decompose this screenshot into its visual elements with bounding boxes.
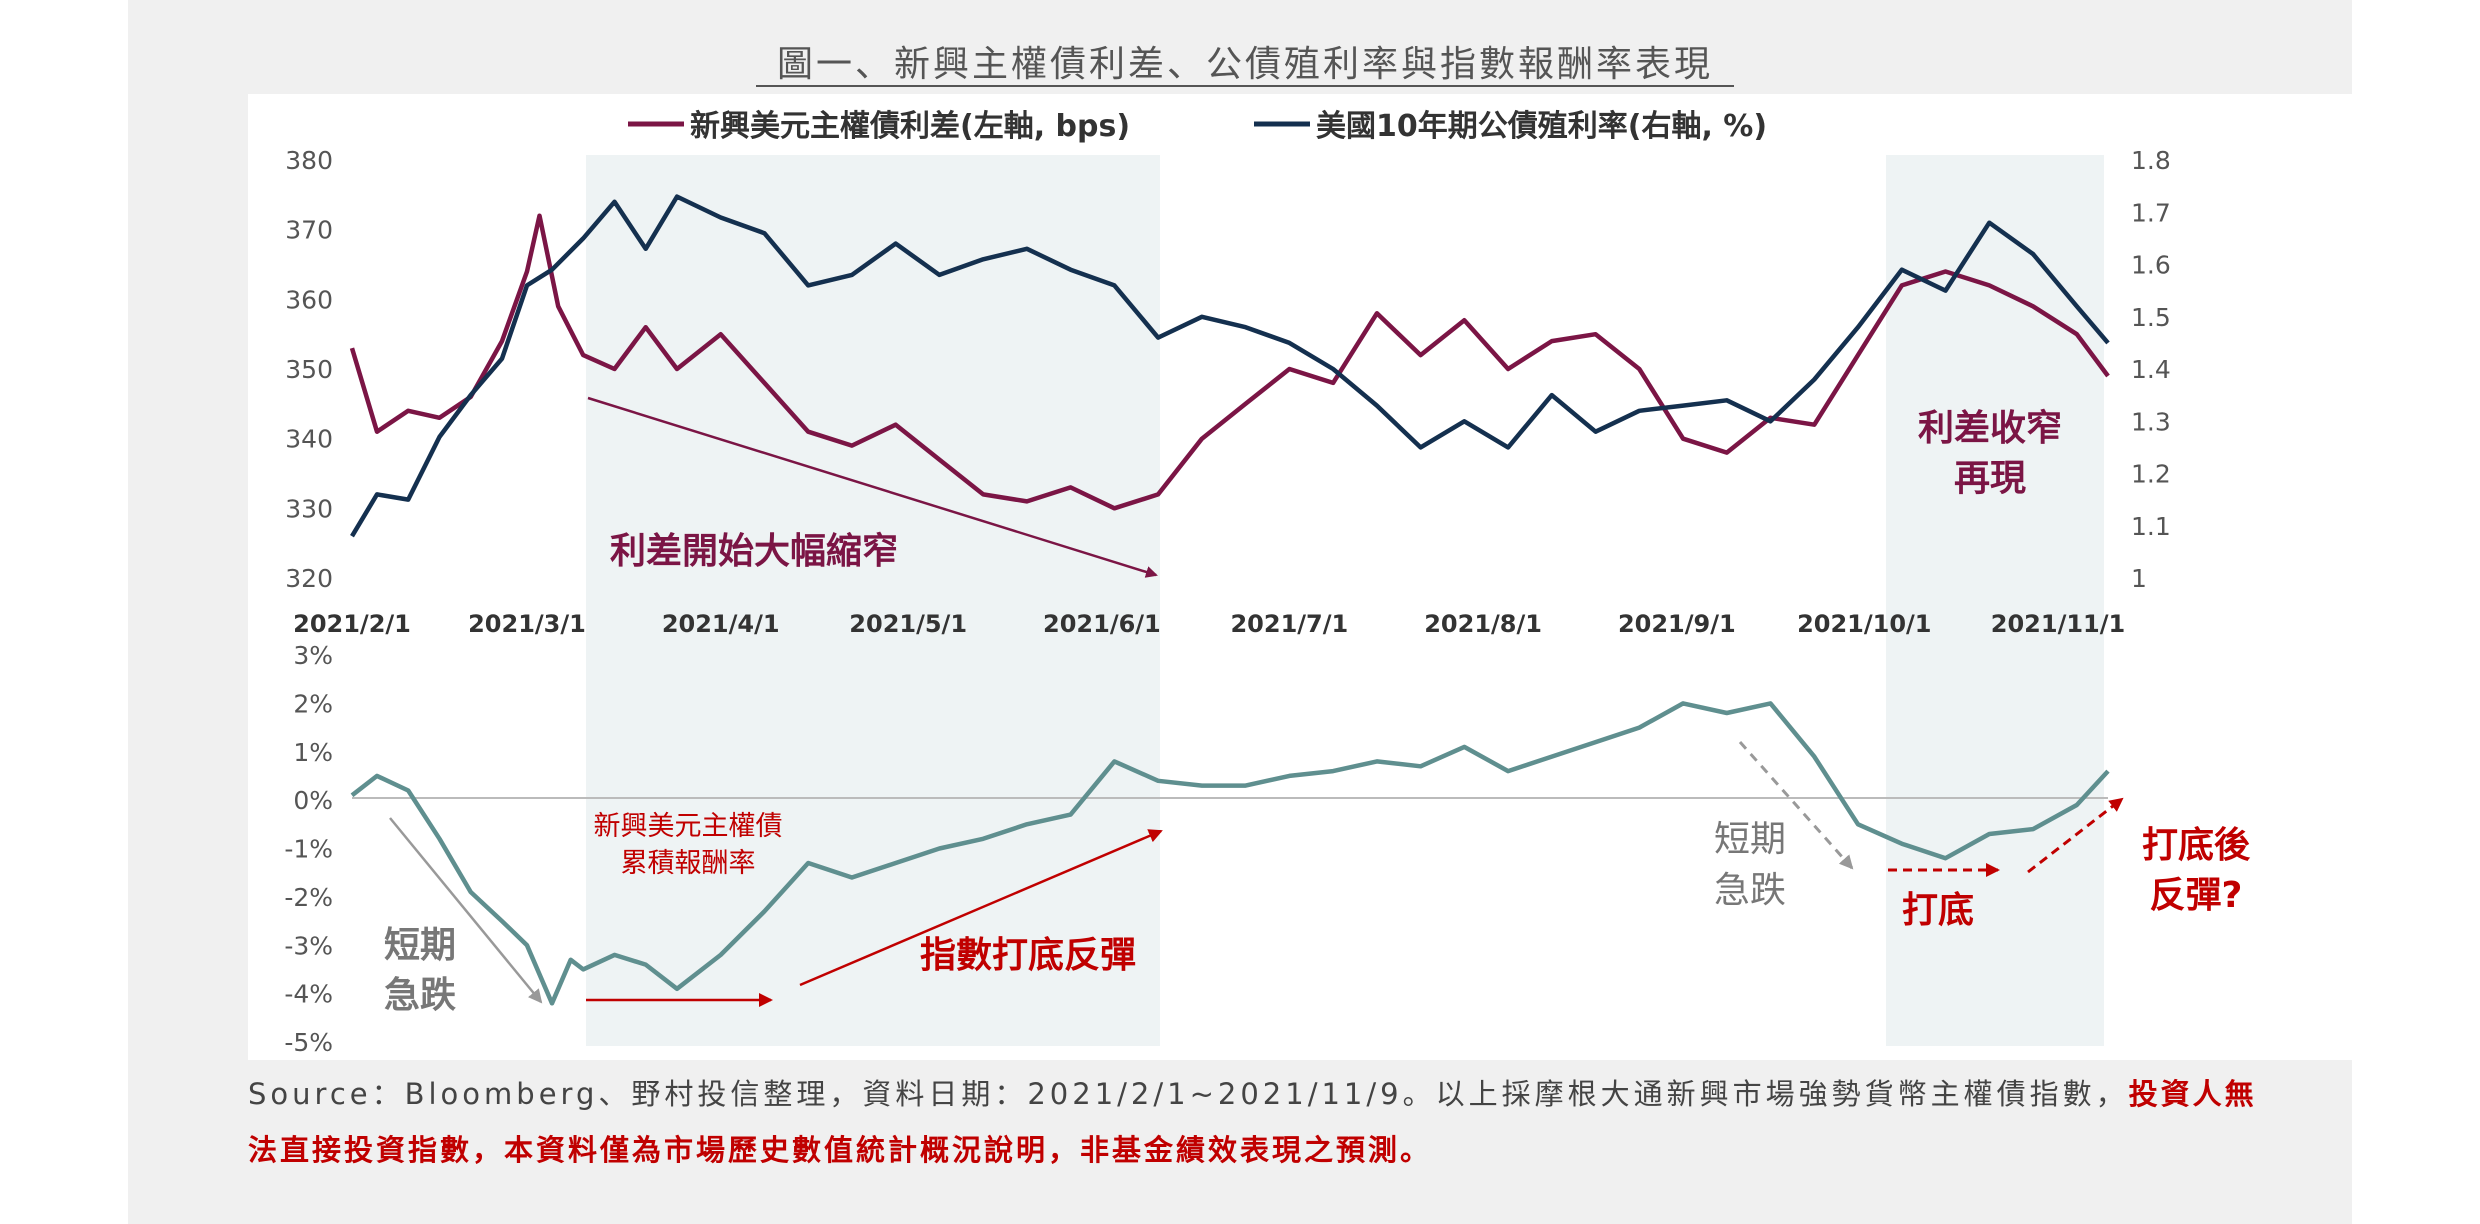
x-tick-label: 2021/5/1 bbox=[849, 610, 967, 638]
x-tick-label: 2021/9/1 bbox=[1618, 610, 1736, 638]
bottom-y-tick-label: -2% bbox=[284, 883, 333, 912]
drop-left-label-1: 短期 bbox=[384, 925, 456, 966]
bottom-y-tick-label: 0% bbox=[293, 786, 333, 815]
x-tick-label: 2021/10/1 bbox=[1797, 610, 1931, 638]
left-tick-label: 320 bbox=[285, 564, 333, 593]
rebound-label: 指數打底反彈 bbox=[920, 935, 1136, 976]
chart-title: 圖一、新興主權債利差、公債殖利率與指數報酬率表現 bbox=[777, 44, 1713, 85]
chart-panel: 圖一、新興主權債利差、公債殖利率與指數報酬率表現 新興美元主權債利差(左軸, b… bbox=[128, 0, 2352, 1224]
right-tick-label: 1.7 bbox=[2131, 198, 2171, 227]
bottom-y-axis: 3% 2% 1% 0% -1% -2% -3% -4% -5% bbox=[284, 641, 333, 1057]
left-tick-label: 380 bbox=[285, 146, 333, 175]
left-tick-label: 340 bbox=[285, 425, 333, 454]
drop-right-label-1: 短期 bbox=[1714, 819, 1786, 860]
right-tick-label: 1.2 bbox=[2131, 460, 2171, 489]
x-tick-label: 2021/11/1 bbox=[1991, 610, 2125, 638]
left-tick-label: 330 bbox=[285, 494, 333, 523]
bottom-y-tick-label: -5% bbox=[284, 1028, 333, 1057]
spread-again-label-2: 再現 bbox=[1954, 458, 2026, 499]
top-x-axis: 2021/2/1 2021/3/1 2021/4/1 2021/5/1 2021/6/1… bbox=[293, 610, 2125, 638]
series-line-returns bbox=[350, 701, 2110, 1006]
bottom-right-label: 打底 bbox=[1902, 890, 1974, 931]
right-tick-label: 1.6 bbox=[2131, 251, 2171, 280]
narrowing-label: 利差開始大幅縮窄 bbox=[610, 530, 898, 572]
right-tick-label: 1.5 bbox=[2131, 303, 2171, 332]
right-tick-label: 1.4 bbox=[2131, 355, 2171, 384]
chart-svg: 圖一、新興主權債利差、公債殖利率與指數報酬率表現 新興美元主權債利差(左軸, b… bbox=[248, 44, 2352, 1060]
shade-region-right bbox=[1886, 155, 2104, 1046]
legend-label-treasury: 美國10年期公債殖利率(右軸, %) bbox=[1316, 109, 1767, 144]
rebound-arrow bbox=[799, 829, 1163, 987]
top-right-axis: 1.8 1.7 1.6 1.5 1.4 1.3 1.2 1.1 1 bbox=[2131, 146, 2171, 593]
right-tick-label: 1 bbox=[2131, 564, 2147, 593]
source-note: Source：Bloomberg、野村投信整理，資料日期：2021/2/1~20… bbox=[248, 1066, 2258, 1178]
x-tick-label: 2021/8/1 bbox=[1424, 610, 1542, 638]
legend-label-spread: 新興美元主權債利差(左軸, bps) bbox=[690, 109, 1130, 144]
right-tick-label: 1.3 bbox=[2131, 407, 2171, 436]
x-tick-label: 2021/7/1 bbox=[1230, 610, 1348, 638]
returns-series-label-1: 新興美元主權債 bbox=[594, 811, 783, 842]
right-tick-label: 1.8 bbox=[2131, 146, 2171, 175]
series-line-treasury bbox=[350, 194, 2110, 538]
returns-series-label-2: 累積報酬率 bbox=[621, 848, 756, 879]
top-left-axis: 380 370 360 350 340 330 320 bbox=[285, 146, 333, 593]
x-tick-label: 2021/6/1 bbox=[1043, 610, 1161, 638]
bottom-y-tick-label: 1% bbox=[293, 738, 333, 767]
drop-left-arrow bbox=[389, 817, 543, 1004]
series-line-spread bbox=[349, 213, 2110, 511]
source-text: Source：Bloomberg、野村投信整理，資料日期：2021/2/1~20… bbox=[248, 1077, 2129, 1111]
x-tick-label: 2021/4/1 bbox=[662, 610, 780, 638]
x-tick-label: 2021/3/1 bbox=[468, 610, 586, 638]
right-tick-label: 1.1 bbox=[2131, 512, 2171, 541]
drop-right-label-2: 急跌 bbox=[1714, 870, 1786, 911]
drop-left-label-2: 急跌 bbox=[384, 975, 456, 1016]
bottom-y-tick-label: -3% bbox=[284, 931, 333, 960]
shade-region-left bbox=[586, 155, 1160, 1046]
disclaimer-text: 投資人無法直接投資指數，本資料僅為市場歷史數值統計概況說明，非基金績效表現之預測… bbox=[248, 1077, 2257, 1167]
left-tick-label: 370 bbox=[285, 216, 333, 245]
spread-again-label-1: 利差收窄 bbox=[1918, 407, 2062, 449]
left-tick-label: 350 bbox=[285, 355, 333, 384]
after-bottom-label-2: 反彈? bbox=[2150, 875, 2243, 916]
left-tick-label: 360 bbox=[285, 285, 333, 314]
bottom-y-tick-label: 2% bbox=[293, 689, 333, 718]
after-bottom-label-1: 打底後 bbox=[2142, 825, 2251, 866]
bottom-y-tick-label: 3% bbox=[293, 641, 333, 670]
after-bottom-arrow bbox=[2027, 797, 2124, 874]
drop-right-arrow bbox=[1738, 741, 1854, 870]
legend: 新興美元主權債利差(左軸, bps) 美國10年期公債殖利率(右軸, %) bbox=[628, 109, 1767, 144]
narrowing-arrow bbox=[587, 396, 1158, 578]
bottom-y-tick-label: -1% bbox=[284, 835, 333, 864]
x-tick-label: 2021/2/1 bbox=[293, 610, 411, 638]
bottom-y-tick-label: -4% bbox=[284, 980, 333, 1009]
